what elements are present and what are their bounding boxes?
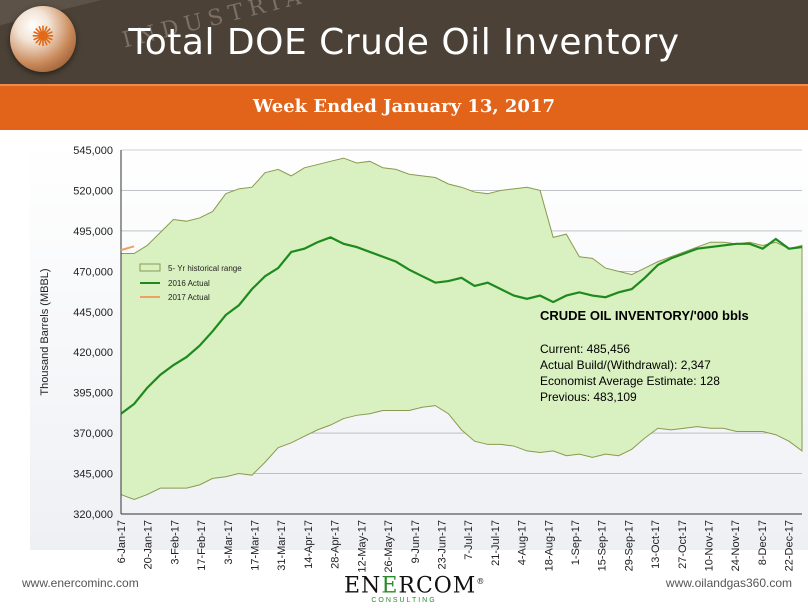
legend-swatch-range (139, 263, 161, 272)
series-2017-actual-line (120, 245, 135, 252)
y-tick-label: 420,000 (73, 347, 113, 359)
x-tick-label: 6-Jan-17 (116, 520, 128, 563)
logo-subtext: CONSULTING (371, 597, 437, 605)
sun-icon: ✺ (31, 20, 55, 53)
x-tick-label: 23-Jun-17 (436, 520, 448, 570)
x-tick-label: 26-May-17 (383, 520, 395, 573)
y-tick-label: 545,000 (73, 145, 113, 157)
subtitle-banner: Week Ended January 13, 2017 (0, 84, 808, 130)
legend-label-2017: 2017 Actual (168, 293, 210, 302)
series-2016-actual-line (120, 236, 803, 415)
y-tick-label: 495,000 (73, 226, 113, 238)
page-title: Total DOE Crude Oil Inventory (128, 22, 680, 63)
x-tick-label: 15-Sep-17 (597, 520, 609, 571)
x-tick-label: 21-Jul-17 (490, 520, 502, 566)
x-tick-label: 17-Feb-17 (196, 520, 208, 571)
x-tick-label: 22-Dec-17 (784, 520, 796, 571)
annotation-line: Current: 485,456 (540, 342, 630, 356)
x-tick-label: 17-Mar-17 (250, 520, 262, 571)
logo-mark: ® (476, 577, 486, 586)
historical-range-area (120, 157, 803, 500)
y-tick-label: 520,000 (73, 185, 113, 197)
annotation-heading: CRUDE OIL INVENTORY/'000 bbls (540, 308, 749, 323)
annotation-line: Economist Average Estimate: 128 (540, 374, 720, 388)
legend-label-range: 5- Yr historical range (168, 264, 242, 273)
logo-sphere-icon: ✺ (10, 6, 76, 72)
y-tick-label: 320,000 (73, 509, 113, 521)
logo-text-c: RCOM (398, 573, 477, 599)
x-tick-label: 31-Mar-17 (276, 520, 288, 571)
y-tick-label: 470,000 (73, 266, 113, 278)
x-tick-label: 1-Sep-17 (570, 520, 582, 565)
x-tick-label: 9-Jun-17 (410, 520, 422, 563)
y-axis-label: Thousand Barrels (MBBL) (39, 268, 51, 395)
x-tick-label: 10-Nov-17 (704, 520, 716, 571)
footer-left-url[interactable]: www.enercominc.com (22, 576, 139, 590)
footer-right-url[interactable]: www.oilandgas360.com (665, 576, 792, 590)
enercom-logo: ENERCOM® CONSULTING (344, 571, 484, 605)
annotation-line: Previous: 483,109 (540, 390, 637, 404)
legend-label-2016: 2016 Actual (168, 279, 210, 288)
x-tick-label: 8-Dec-17 (757, 520, 769, 565)
logo-text-b: E (381, 573, 399, 599)
x-tick-label: 12-May-17 (356, 520, 368, 573)
x-tick-label: 18-Aug-17 (543, 520, 555, 571)
x-tick-label: 4-Aug-17 (517, 520, 529, 565)
logo-text-a: EN (344, 573, 382, 599)
y-tick-label: 395,000 (73, 388, 113, 400)
x-tick-label: 28-Apr-17 (330, 520, 342, 569)
header-bar: INDUSTRIA ✺ Total DOE Crude Oil Inventor… (0, 0, 808, 84)
x-tick-label: 20-Jan-17 (143, 520, 155, 570)
x-tick-label: 7-Jul-17 (463, 520, 475, 560)
annotation-line: Actual Build/(Withdrawal): 2,347 (540, 358, 711, 372)
y-tick-label: 345,000 (73, 469, 113, 481)
x-tick-label: 14-Apr-17 (303, 520, 315, 569)
x-tick-label: 3-Feb-17 (169, 520, 181, 565)
y-tick-label: 370,000 (73, 428, 113, 440)
x-tick-label: 27-Oct-17 (677, 520, 689, 569)
x-tick-label: 29-Sep-17 (623, 520, 635, 571)
y-tick-label: 445,000 (73, 307, 113, 319)
x-tick-label: 24-Nov-17 (730, 520, 742, 571)
x-tick-label: 3-Mar-17 (223, 520, 235, 565)
page-subtitle: Week Ended January 13, 2017 (253, 96, 555, 117)
x-tick-label: 13-Oct-17 (650, 520, 662, 569)
